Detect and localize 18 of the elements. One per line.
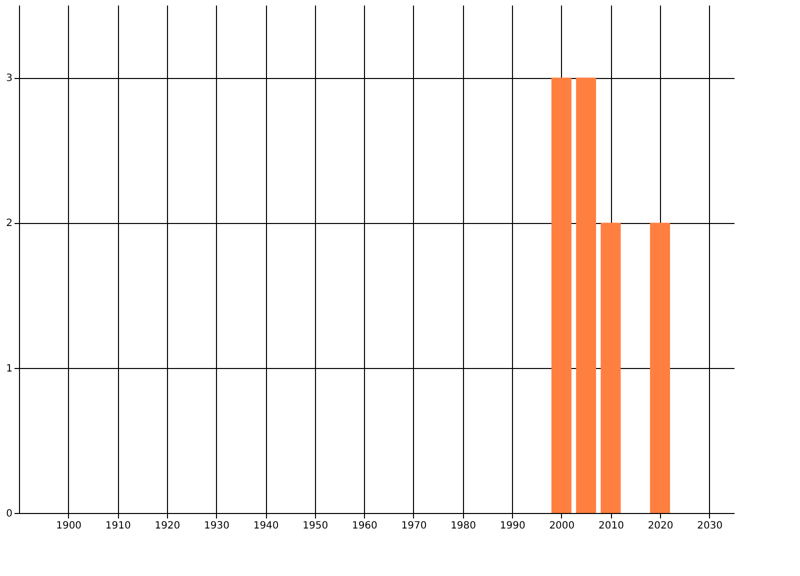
x-tick-label: 2030 — [697, 520, 723, 532]
y-tick-label: 2 — [6, 218, 12, 230]
x-tick-label: 1950 — [302, 520, 328, 532]
x-tick-label: 1910 — [105, 520, 131, 532]
x-tick-label: 1900 — [56, 520, 82, 532]
x-tick-label: 2000 — [549, 520, 575, 532]
y-tick-label: 3 — [6, 73, 12, 84]
x-tick-label: 2020 — [648, 520, 674, 532]
x-tick-label: 1940 — [253, 520, 279, 532]
x-tick-label: 1990 — [500, 520, 526, 532]
x-tick-label: 2010 — [598, 520, 624, 532]
y-tick-label: 1 — [6, 363, 12, 374]
x-tick-label: 1980 — [450, 520, 476, 532]
x-tick-label: 1970 — [401, 520, 427, 532]
x-tick-label: 1960 — [352, 520, 378, 532]
y-tick-label: 0 — [6, 508, 12, 520]
x-tick-label: 1930 — [204, 520, 230, 532]
x-tick-label: 1920 — [154, 520, 180, 532]
